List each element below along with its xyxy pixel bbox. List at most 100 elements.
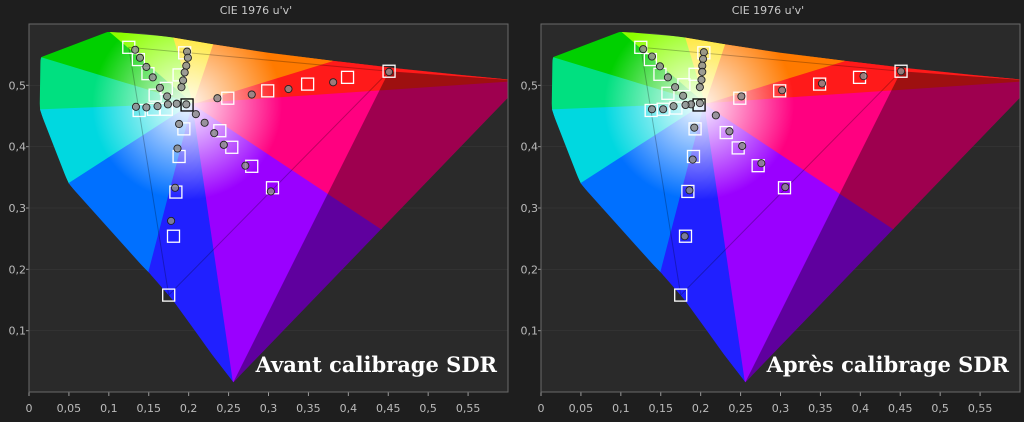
- measured-point: [681, 100, 690, 110]
- x-tick-label: 0,2: [180, 402, 198, 415]
- measured-point: [182, 100, 191, 109]
- measured-point: [671, 83, 680, 92]
- x-tick-label: 0,55: [456, 402, 481, 415]
- chart-before: 0 0,05 0,1 0,15 0,2 0,25 0,3 0,35 0,4 0,45 0,5 0,55…: [9, 23, 509, 415]
- x-tick-label: 0,1: [612, 402, 630, 415]
- measured-point: [757, 159, 766, 168]
- measured-point: [213, 94, 222, 103]
- measured-point: [175, 119, 184, 129]
- measured-point: [695, 99, 704, 108]
- measured-point: [639, 45, 648, 54]
- measured-point: [266, 187, 275, 196]
- measured-point: [153, 102, 162, 111]
- measured-point: [284, 84, 293, 94]
- y-tick-label: 0,3: [521, 202, 539, 215]
- chart-after: 0 0,05 0,1 0,15 0,2 0,25 0,3 0,35 0,4 0,45 0,5 0,55…: [521, 23, 1021, 415]
- measured-point: [659, 105, 668, 114]
- measured-point: [711, 111, 720, 120]
- y-tick-label: 0,4: [521, 141, 539, 154]
- target-square: [777, 181, 792, 195]
- measured-point: [172, 99, 181, 108]
- x-tick-label: 0: [26, 402, 33, 415]
- measured-point: [384, 67, 394, 76]
- y-tick-label: 0,1: [521, 325, 539, 338]
- measured-point: [697, 75, 706, 84]
- calibration-label: Après calibrage SDR: [766, 352, 1010, 377]
- measured-point: [131, 102, 141, 111]
- x-tick-label: 0,35: [808, 402, 833, 415]
- target-square: [678, 229, 693, 243]
- measured-point: [680, 232, 689, 241]
- target-square: [661, 86, 675, 100]
- measured-point: [241, 161, 250, 170]
- measured-point: [698, 67, 707, 76]
- measured-point: [148, 73, 157, 82]
- target-square: [340, 70, 355, 85]
- measured-point: [781, 183, 790, 192]
- measured-point: [695, 83, 704, 92]
- y-tick-label: 0,2: [9, 263, 27, 276]
- measured-point: [191, 110, 200, 119]
- measured-point: [177, 83, 186, 92]
- x-tick-label: 0,3: [260, 402, 278, 415]
- target-square: [382, 64, 396, 78]
- measured-point: [669, 102, 678, 111]
- measured-point: [200, 118, 209, 127]
- x-tick-label: 0,25: [728, 402, 753, 415]
- chart-panel-before: CIE 1976 u'v' 0 0,05 0,1 0,15 0,2 0,25 0,3 0,35…: [0, 0, 512, 418]
- measured-point: [142, 62, 151, 71]
- x-tick-label: 0,45: [888, 402, 913, 415]
- target-square: [148, 88, 162, 102]
- target-square: [221, 91, 235, 105]
- target-square: [162, 288, 176, 302]
- x-tick-label: 0,05: [57, 402, 82, 415]
- measured-point: [655, 62, 665, 71]
- y-tick-label: 0,2: [521, 263, 539, 276]
- measured-point: [131, 45, 140, 54]
- target-square: [656, 102, 670, 116]
- y-tick-label: 0,3: [9, 202, 27, 215]
- measured-point: [163, 100, 172, 109]
- x-tick-label: 0,15: [137, 402, 162, 415]
- target-square: [674, 288, 688, 302]
- measured-point: [647, 52, 657, 61]
- y-tick-label: 0,4: [9, 141, 27, 154]
- target-square: [688, 122, 702, 136]
- measured-point: [247, 90, 256, 99]
- calibration-label: Avant calibrage SDR: [255, 352, 498, 377]
- x-tick-label: 0,4: [340, 402, 358, 415]
- x-tick-label: 0,5: [931, 402, 949, 415]
- x-tick-label: 0,55: [968, 402, 993, 415]
- measured-point: [737, 92, 746, 101]
- target-square: [131, 52, 146, 67]
- measured-point: [688, 155, 697, 164]
- measured-point: [663, 73, 672, 82]
- measured-point: [679, 91, 688, 100]
- x-tick-label: 0: [538, 402, 545, 415]
- chart-title: CIE 1976 u'v': [731, 4, 805, 17]
- measured-point: [699, 48, 708, 57]
- target-square: [733, 91, 747, 105]
- chart-panel-after: CIE 1976 u'v' 0 0,05 0,1 0,15 0,2 0,25 0,3 0,35…: [512, 0, 1024, 418]
- target-square: [180, 98, 194, 112]
- target-square: [261, 84, 275, 98]
- x-tick-label: 0,4: [852, 402, 870, 415]
- measured-point: [219, 140, 228, 149]
- measured-point: [685, 186, 694, 195]
- measured-point: [183, 53, 192, 62]
- target-square: [681, 184, 695, 199]
- target-square: [166, 229, 181, 243]
- chromaticity-diagram: [551, 32, 1020, 383]
- x-tick-label: 0,15: [649, 402, 674, 415]
- target-square: [894, 64, 908, 78]
- chromaticity-diagram: [39, 32, 508, 383]
- measured-point: [135, 53, 145, 62]
- measured-point: [725, 127, 734, 136]
- measured-point: [699, 54, 708, 64]
- measured-point: [155, 83, 164, 92]
- plot-frame: [540, 23, 1021, 393]
- x-tick-label: 0,2: [692, 402, 710, 415]
- x-tick-label: 0,45: [376, 402, 401, 415]
- x-tick-label: 0,5: [419, 402, 437, 415]
- target-square: [177, 122, 191, 136]
